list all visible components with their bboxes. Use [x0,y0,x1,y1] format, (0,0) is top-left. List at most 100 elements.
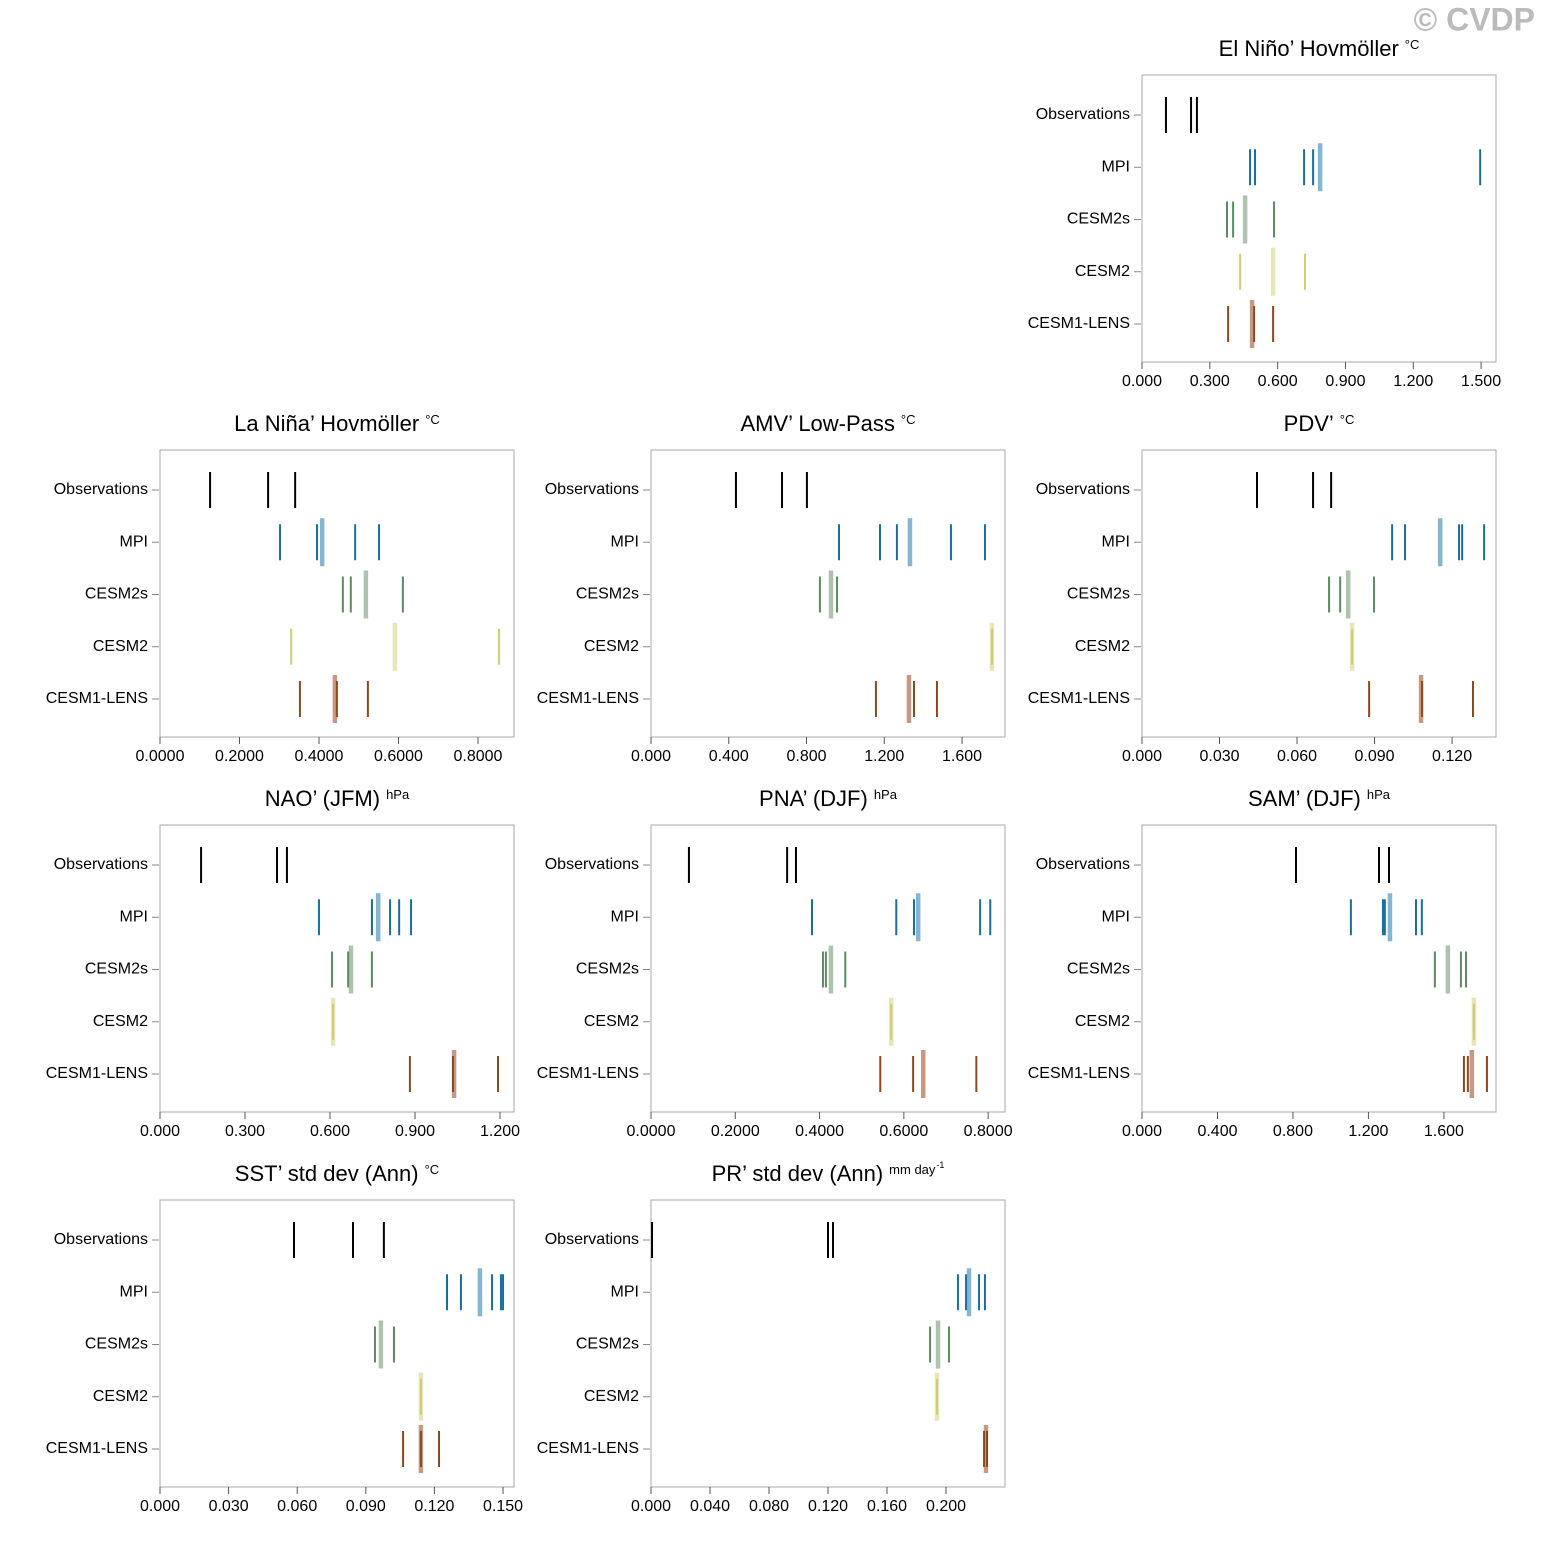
units: hPa [874,787,898,802]
copyright: © CVDP [1414,1,1535,37]
x-tick-label: 0.900 [395,1123,435,1140]
panel-title: PR’ std dev (Ann) mm day-1 [712,1160,945,1185]
x-tick-label: 0.400 [1197,1123,1237,1140]
y-tick-label: MPI [1102,533,1130,550]
x-tick-label: 0.000 [1122,1123,1162,1140]
x-tick-label: 0.000 [631,1498,671,1515]
units: mm day [889,1162,936,1177]
y-tick-label: CESM1-LENS [537,690,639,707]
y-tick-label: CESM2 [1075,1013,1130,1030]
x-tick-label: 0.6000 [879,1123,928,1140]
units: hPa [386,787,410,802]
y-tick-label: CESM2 [93,638,148,655]
plot-frame [1141,824,1497,1113]
x-tick-label: 0.030 [1199,748,1239,765]
x-tick-label: 0.4000 [295,748,344,765]
title-text: NAO’ (JFM) [265,786,380,811]
x-tick-label: 0.000 [631,748,671,765]
y-tick-label: CESM2s [576,961,639,978]
title-text: La Niña’ Hovmöller [234,411,419,436]
y-tick-label: CESM2s [1067,961,1130,978]
x-tick-label: 0.8000 [454,748,503,765]
x-tick-label: 0.040 [690,1498,730,1515]
x-tick-label: 0.300 [1190,373,1230,390]
x-tick-label: 0.090 [1355,748,1395,765]
x-tick-label: 0.200 [926,1498,966,1515]
panel-title: SAM’ (DJF) hPa [1248,786,1391,811]
y-tick-label: CESM1-LENS [1028,1065,1130,1082]
x-tick-label: 1.600 [942,748,982,765]
x-tick-label: 0.4000 [795,1123,844,1140]
y-tick-label: CESM2 [93,1013,148,1030]
panel-title: El Niño’ Hovmöller °C [1219,36,1420,61]
y-tick-label: CESM1-LENS [537,1065,639,1082]
x-tick-label: 0.000 [140,1498,180,1515]
plot-frame [1141,449,1497,738]
panel-title: PNA’ (DJF) hPa [759,786,898,811]
y-tick-label: MPI [611,533,639,550]
title-text: PDV’ [1284,411,1334,436]
x-tick-label: 0.0000 [136,748,185,765]
y-tick-label: CESM2s [85,586,148,603]
x-tick-label: 1.200 [1393,373,1433,390]
plot-frame [159,449,515,738]
x-tick-label: 0.000 [1122,748,1162,765]
y-tick-label: CESM2s [1067,211,1130,228]
y-tick-label: Observations [545,856,639,873]
y-tick-label: CESM1-LENS [46,1065,148,1082]
y-tick-label: CESM2 [93,1388,148,1405]
x-tick-label: 0.150 [483,1498,523,1515]
panel-title: La Niña’ Hovmöller °C [234,411,440,436]
x-tick-label: 0.600 [1258,373,1298,390]
x-tick-label: 0.060 [277,1498,317,1515]
y-tick-label: MPI [1102,158,1130,175]
y-tick-label: MPI [611,908,639,925]
x-tick-label: 0.160 [867,1498,907,1515]
y-tick-label: CESM2s [85,1336,148,1353]
plot-frame [1141,74,1497,363]
x-tick-label: 0.900 [1325,373,1365,390]
y-tick-label: CESM1-LENS [1028,690,1130,707]
y-tick-label: Observations [54,856,148,873]
plot-frame [159,1199,515,1488]
y-tick-label: Observations [545,1231,639,1248]
units: °C [1340,412,1355,427]
units: °C [425,1162,440,1177]
units-exponent: -1 [936,1160,944,1170]
y-tick-label: CESM1-LENS [46,1440,148,1457]
y-tick-label: Observations [54,481,148,498]
y-tick-label: MPI [120,1283,148,1300]
title-text: PNA’ (DJF) [759,786,868,811]
y-tick-label: CESM2s [85,961,148,978]
y-tick-label: MPI [120,908,148,925]
y-tick-label: Observations [1036,481,1130,498]
x-tick-label: 0.0000 [627,1123,676,1140]
x-tick-label: 0.060 [1277,748,1317,765]
y-tick-label: CESM1-LENS [537,1440,639,1457]
y-tick-label: Observations [1036,856,1130,873]
x-tick-label: 1.200 [480,1123,520,1140]
y-tick-label: CESM2 [1075,263,1130,280]
x-tick-label: 0.600 [310,1123,350,1140]
panel-title: AMV’ Low-Pass °C [740,411,915,436]
panel-title: SST’ std dev (Ann) °C [235,1161,439,1186]
units: °C [1405,37,1420,52]
y-tick-label: MPI [611,1283,639,1300]
x-tick-label: 1.500 [1461,373,1501,390]
x-tick-label: 0.030 [209,1498,249,1515]
y-tick-label: CESM2s [576,586,639,603]
x-tick-label: 0.090 [346,1498,386,1515]
x-tick-label: 0.2000 [711,1123,760,1140]
plot-frame [159,824,515,1113]
y-tick-label: CESM2 [584,638,639,655]
title-text: El Niño’ Hovmöller [1219,36,1399,61]
x-tick-label: 0.2000 [215,748,264,765]
y-tick-label: CESM1-LENS [46,690,148,707]
x-tick-label: 1.200 [1348,1123,1388,1140]
panel-title: PDV’ °C [1284,411,1355,436]
y-tick-label: CESM1-LENS [1028,315,1130,332]
y-tick-label: CESM2s [1067,586,1130,603]
x-tick-label: 0.800 [1273,1123,1313,1140]
plot-frame [650,824,1006,1113]
